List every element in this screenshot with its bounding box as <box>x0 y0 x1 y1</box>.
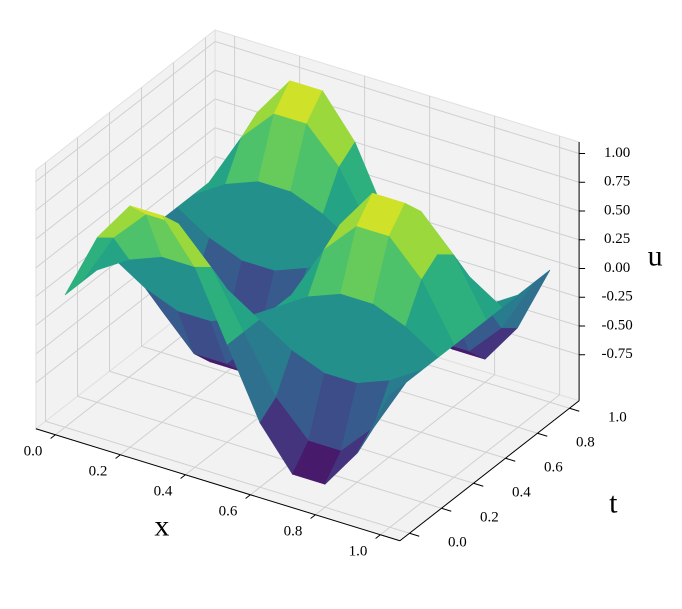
grid-line <box>214 69 580 183</box>
grid-line <box>315 374 495 516</box>
tick-mark <box>310 514 316 519</box>
tick-mark <box>537 432 548 437</box>
grid-line <box>35 41 216 182</box>
grid-line <box>35 69 216 211</box>
tick-mark <box>180 474 186 479</box>
x-axis-line <box>35 428 401 542</box>
y-tick-label: 0.6 <box>544 460 563 476</box>
tick-mark <box>473 482 484 487</box>
y-tick-label: 1.0 <box>608 410 627 426</box>
y-tick-label: 0.8 <box>576 435 595 451</box>
grid-line <box>77 395 442 509</box>
x-tick-label: 0.8 <box>284 524 303 540</box>
surface <box>64 80 551 485</box>
tick-mark <box>375 534 381 539</box>
y-tick-label: 0.4 <box>512 485 531 501</box>
z-tick-label: -0.50 <box>601 317 632 333</box>
x-tick-label: 0.0 <box>24 444 43 460</box>
y-tick-label: 0.0 <box>448 535 467 551</box>
tick-mark <box>115 454 121 459</box>
grid-line <box>35 98 216 240</box>
y-tick-label: 0.2 <box>480 510 499 526</box>
x-tick-label: 1.0 <box>349 544 368 560</box>
surface-face <box>357 382 407 454</box>
z-axis-label: u <box>648 239 663 272</box>
x-tick-label: 0.2 <box>89 464 108 480</box>
x-tick-label: 0.4 <box>154 484 173 500</box>
grid-line <box>214 41 580 154</box>
grid-line <box>35 127 216 269</box>
tick-mark <box>441 507 452 512</box>
y-axis-label: t <box>609 487 618 520</box>
z-tick-label: 0.50 <box>604 202 630 218</box>
tick-mark <box>245 494 251 499</box>
y-axis-line <box>399 400 580 542</box>
z-tick-label: 0.75 <box>604 174 630 190</box>
tick-mark <box>505 457 516 462</box>
grid-line <box>45 420 410 534</box>
grid-line <box>380 394 560 536</box>
z-tick-label: 1.00 <box>604 145 630 161</box>
labels: 0.0 0.2 0.4 0.6 0.8 1.0 0.0 0.2 0.4 0.6 0.8 1.0 -0.7… <box>24 145 663 560</box>
z-tick-label: -0.75 <box>601 346 632 362</box>
z-tick-label: 0.25 <box>604 231 630 247</box>
z-tick-label: 0.00 <box>604 260 630 276</box>
z-tick-label: -0.25 <box>601 289 632 305</box>
tick-mark <box>409 532 420 537</box>
x-tick-label: 0.6 <box>219 504 238 520</box>
tick-mark <box>569 407 580 412</box>
x-axis-label: x <box>154 509 169 542</box>
tick-mark <box>50 434 56 439</box>
